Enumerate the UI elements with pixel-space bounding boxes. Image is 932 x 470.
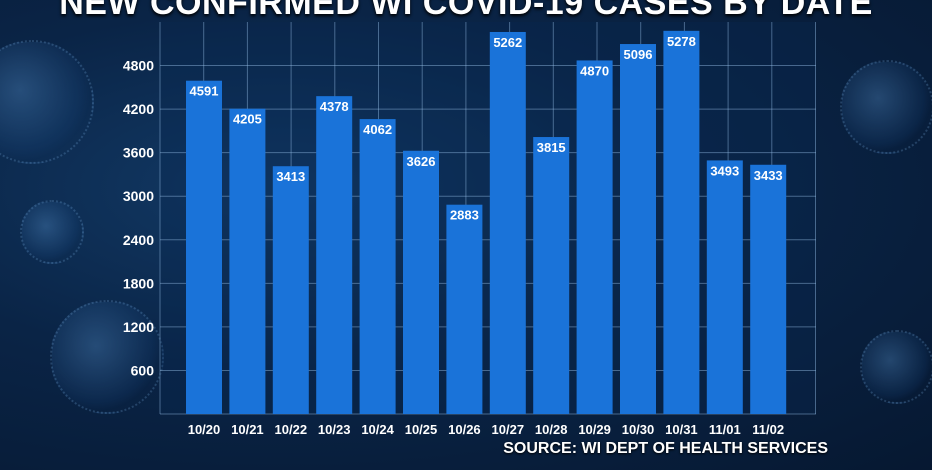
bar-value-label: 5262 <box>493 35 522 50</box>
y-tick-label: 1800 <box>123 275 154 291</box>
bars: 4591 4205 3413 4378 4062 3626 2883 5262 3815 4870… <box>186 30 787 415</box>
x-tick-label: 10/29 <box>578 422 611 437</box>
chart-title: NEW CONFIRMED WI COVID-19 CASES BY DATE <box>59 0 873 22</box>
y-tick-label: 600 <box>131 362 155 378</box>
bar <box>750 164 787 414</box>
virus-decoration <box>840 60 932 154</box>
x-tick-label: 10/30 <box>622 422 655 437</box>
bar-value-label: 4205 <box>233 112 262 127</box>
bar-value-label: 3815 <box>537 140 566 155</box>
x-tick-label: 10/21 <box>231 422 264 437</box>
x-tick-label: 10/27 <box>492 422 525 437</box>
bar <box>620 44 656 415</box>
bar-value-label: 4870 <box>580 63 609 78</box>
bar <box>446 204 483 414</box>
bar <box>533 137 570 414</box>
bar-value-label: 3413 <box>276 169 305 184</box>
x-tick-label: 10/20 <box>188 422 221 437</box>
x-tick-label: 10/26 <box>448 422 481 437</box>
bar <box>576 60 613 415</box>
bar-value-label: 5278 <box>667 34 696 49</box>
bar-value-label: 3493 <box>710 163 739 178</box>
bar <box>403 150 439 415</box>
y-tick-label: 3000 <box>123 188 154 204</box>
x-tick-label: 11/01 <box>709 422 741 437</box>
virus-decoration <box>50 300 164 414</box>
bar <box>359 119 396 414</box>
x-tick-label: 11/02 <box>752 422 784 437</box>
source-note: SOURCE: WI DEPT OF HEALTH SERVICES <box>503 440 828 457</box>
bar-value-label: 4378 <box>320 99 349 114</box>
bar <box>316 96 353 415</box>
bar <box>186 80 222 415</box>
y-tick-label: 3600 <box>123 145 154 161</box>
x-tick-label: 10/23 <box>318 422 351 437</box>
bar-value-label: 2883 <box>450 208 479 223</box>
bar <box>706 160 743 414</box>
x-tick-label: 10/31 <box>665 422 698 437</box>
bar <box>272 166 309 414</box>
x-axis-ticks: 10/20 10/21 10/22 10/23 10/24 10/25 10/26 10/27… <box>188 422 784 437</box>
bar-value-label: 3626 <box>407 154 436 169</box>
x-tick-label: 10/25 <box>405 422 438 437</box>
y-tick-label: 4200 <box>123 101 154 117</box>
y-tick-label: 2400 <box>123 232 154 248</box>
bar <box>489 31 526 415</box>
y-tick-label: 1200 <box>123 319 154 335</box>
y-axis-ticks: 600 1200 1800 2400 3000 3600 4200 4800 <box>123 58 154 379</box>
bar <box>663 30 700 414</box>
bar <box>229 108 266 414</box>
bar-value-label: 5096 <box>624 47 653 62</box>
x-tick-label: 10/22 <box>275 422 308 437</box>
virus-decoration <box>0 40 94 164</box>
virus-decoration <box>20 200 84 264</box>
x-tick-label: 10/24 <box>361 422 394 437</box>
bar-value-label: 4591 <box>190 84 219 99</box>
virus-decoration <box>860 330 932 404</box>
bar-value-label: 3433 <box>754 168 783 183</box>
x-tick-label: 10/28 <box>535 422 568 437</box>
bar-value-label: 4062 <box>363 122 392 137</box>
y-tick-label: 4800 <box>123 58 154 74</box>
plot-area <box>160 22 816 414</box>
